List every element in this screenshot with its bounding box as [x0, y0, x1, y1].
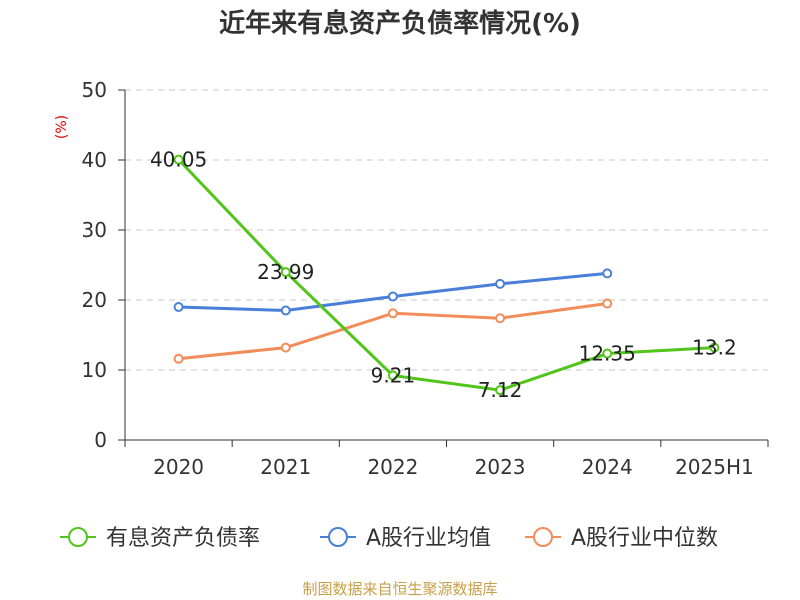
y-tick-label: 40	[82, 148, 107, 172]
data-label: 23.99	[257, 260, 314, 284]
data-point	[387, 370, 398, 381]
data-point	[495, 278, 506, 289]
data-point	[173, 302, 184, 312]
legend: 有息资产负债率 A股行业均值 A股行业中位数	[60, 526, 718, 551]
legend-label: 有息资产负债率	[106, 526, 260, 551]
data-point	[173, 154, 184, 165]
data-point	[387, 308, 398, 319]
legend-marker	[68, 527, 88, 547]
data-point	[280, 305, 291, 316]
data-point	[709, 342, 720, 353]
gridlines	[125, 89, 768, 371]
data-label: 7.12	[478, 378, 523, 402]
series-layer	[173, 154, 720, 396]
y-tick-label: 50	[82, 78, 107, 102]
data-point	[495, 313, 506, 324]
x-tick-label: 2021	[260, 455, 311, 479]
data-label: 12.35	[579, 342, 636, 366]
data-point	[602, 298, 613, 309]
data-point	[495, 385, 506, 396]
data-point	[602, 348, 613, 359]
x-tick-label: 2022	[367, 455, 418, 479]
y-tick-label: 0	[94, 428, 107, 452]
data-labels: 40.05 23.99 9.21 7.12 12.35 13.2	[150, 148, 737, 403]
data-point	[280, 342, 291, 353]
y-tick-label: 30	[82, 218, 107, 242]
data-point	[602, 268, 613, 279]
data-label: 40.05	[150, 148, 207, 172]
y-axis-unit-label: (%)	[54, 115, 70, 139]
data-point	[173, 353, 184, 364]
legend-marker	[533, 527, 553, 547]
data-point	[387, 291, 398, 302]
axes: 0 10 20 30 40 50 2020 2021 2022 2023 2024 2025H1	[82, 78, 769, 479]
x-tick-label: 2020	[153, 455, 204, 479]
legend-label: A股行业中位数	[571, 526, 718, 551]
data-point	[280, 267, 291, 278]
data-label: 9.21	[371, 364, 416, 388]
y-tick-label: 10	[82, 358, 107, 382]
x-tick-label: 2024	[582, 455, 633, 479]
legend-label: A股行业均值	[366, 526, 491, 551]
x-tick-label: 2025H1	[675, 455, 754, 479]
source-note: 制图数据来自恒生聚源数据库	[302, 580, 497, 598]
series-line-0	[177, 158, 715, 392]
chart-title: 近年来有息资产负债率情况(%)	[219, 8, 581, 39]
legend-marker	[328, 527, 348, 547]
data-label: 13.2	[692, 336, 737, 360]
y-tick-label: 20	[82, 288, 107, 312]
x-tick-label: 2023	[475, 455, 526, 479]
